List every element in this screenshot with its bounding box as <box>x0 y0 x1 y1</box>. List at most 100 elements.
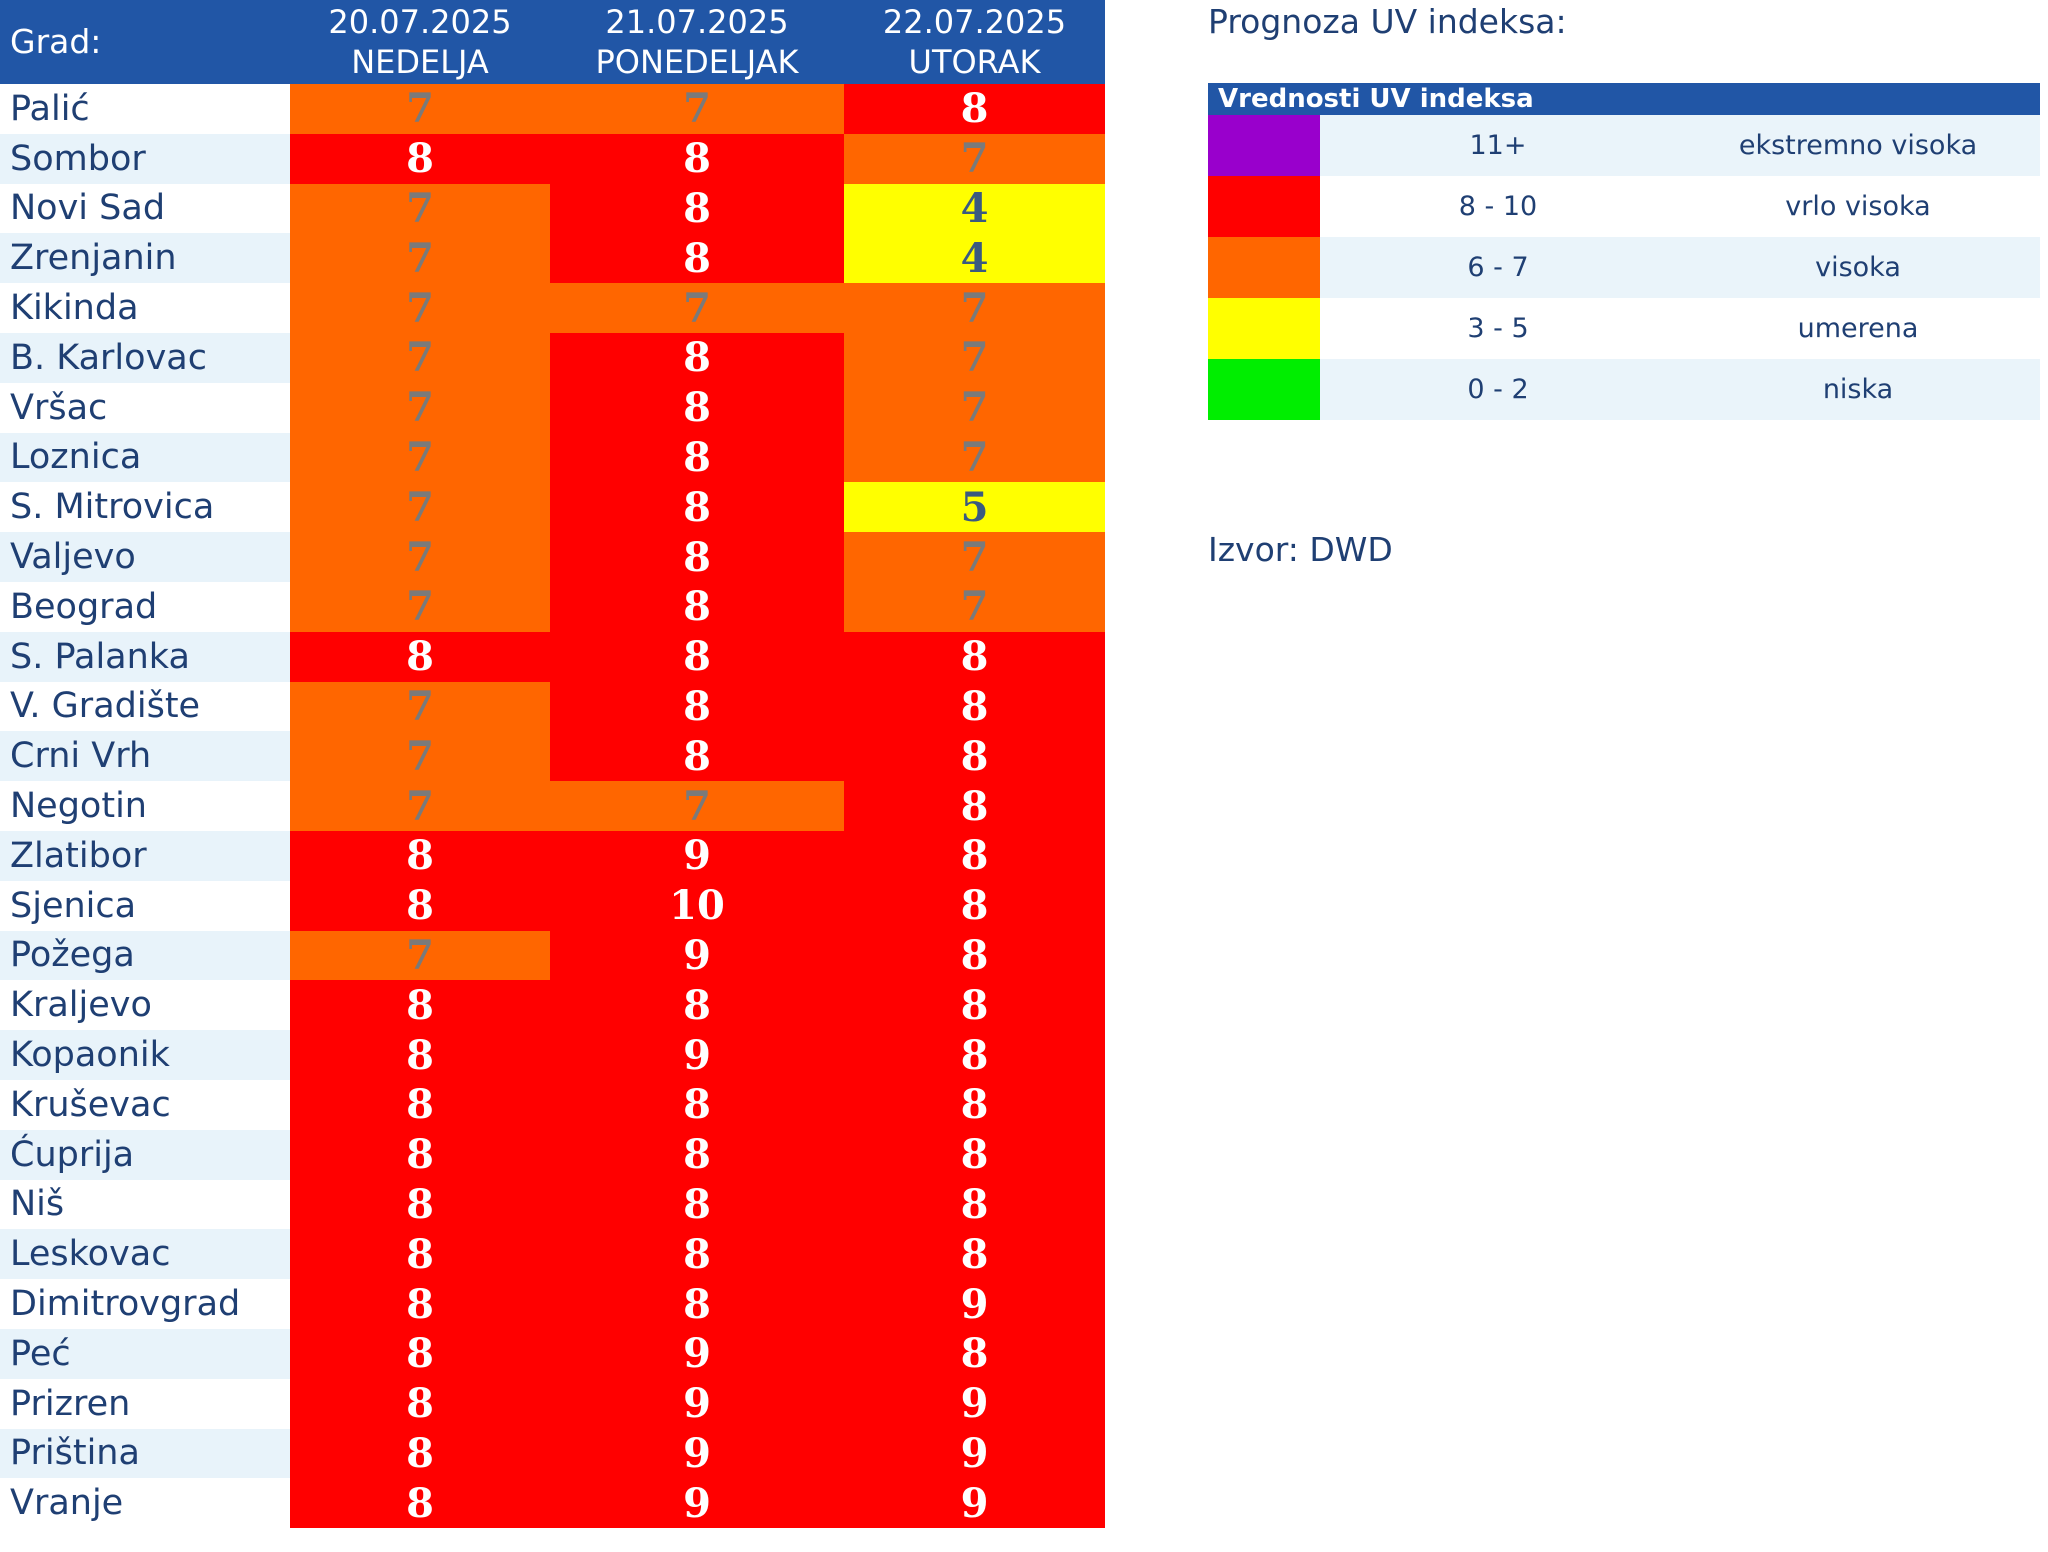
uv-value-cell: 8 <box>290 1478 550 1529</box>
table-row: Ćuprija 8 8 8 <box>0 1129 1105 1180</box>
legend-label: niska <box>1676 359 2041 420</box>
uv-value-cell: 7 <box>290 581 550 632</box>
uv-value-cell: 7 <box>844 133 1105 184</box>
uv-value-cell: 8 <box>550 233 844 284</box>
uv-value-cell: 8 <box>550 482 844 533</box>
city-name: Negotin <box>0 781 290 831</box>
city-name: V. Gradište <box>0 681 290 732</box>
uv-value-cell: 8 <box>844 930 1105 981</box>
table-body: Palić 7 7 8 Sombor 8 8 7 Novi Sad 7 8 4 Zrenjanin 7 8 4… <box>0 84 1105 1529</box>
uv-value-cell: 7 <box>290 731 550 782</box>
city-name: Kruševac <box>0 1079 290 1130</box>
table-row: Sjenica 8 10 8 <box>0 880 1105 931</box>
city-name: Dimitrovgrad <box>0 1279 290 1329</box>
uv-value-cell: 8 <box>550 980 844 1031</box>
uv-value-cell: 8 <box>550 133 844 184</box>
table-row: Dimitrovgrad 8 8 9 <box>0 1279 1105 1329</box>
legend-row: 3 - 5 umerena <box>1208 298 2041 359</box>
uv-value-cell: 7 <box>290 781 550 831</box>
city-name: Leskovac <box>0 1229 290 1280</box>
city-name: Zrenjanin <box>0 233 290 284</box>
table-row: Vršac 7 8 7 <box>0 382 1105 433</box>
uv-value-cell: 9 <box>550 1030 844 1080</box>
uv-value-cell: 8 <box>290 1079 550 1130</box>
uv-value-cell: 9 <box>550 830 844 881</box>
table-row: Vranje 8 9 9 <box>0 1478 1105 1529</box>
legend-range: 8 - 10 <box>1320 176 1676 237</box>
uv-value-cell: 8 <box>290 133 550 184</box>
legend-label: umerena <box>1676 298 2041 359</box>
uv-value-cell: 8 <box>844 781 1105 831</box>
day-column-header: 21.07.2025 PONEDELJAK <box>550 0 844 84</box>
uv-forecast-table: Grad: 20.07.2025 NEDELJA 21.07.2025 PONE… <box>0 0 1105 1529</box>
table-row: S. Palanka 8 8 8 <box>0 631 1105 682</box>
table-row: Loznica 7 8 7 <box>0 432 1105 483</box>
uv-value-cell: 8 <box>550 1279 844 1329</box>
uv-value-cell: 8 <box>550 332 844 383</box>
uv-value-cell: 8 <box>844 731 1105 782</box>
day-date: 22.07.2025 <box>882 3 1067 41</box>
legend-row: 6 - 7 visoka <box>1208 237 2041 298</box>
uv-value-cell: 8 <box>550 731 844 782</box>
uv-value-cell: 8 <box>844 1079 1105 1130</box>
city-column-header: Grad: <box>0 0 290 84</box>
table-row: S. Mitrovica 7 8 5 <box>0 482 1105 533</box>
legend-row: 8 - 10 vrlo visoka <box>1208 176 2041 237</box>
table-row: Novi Sad 7 8 4 <box>0 183 1105 234</box>
uv-value-cell: 8 <box>844 830 1105 881</box>
legend-range: 11+ <box>1320 115 1676 176</box>
table-header-row: Grad: 20.07.2025 NEDELJA 21.07.2025 PONE… <box>0 0 1105 84</box>
city-name: Sombor <box>0 133 290 184</box>
uv-value-cell: 8 <box>290 980 550 1031</box>
uv-value-cell: 8 <box>290 880 550 931</box>
uv-value-cell: 9 <box>550 1328 844 1379</box>
city-name: Crni Vrh <box>0 731 290 782</box>
uv-value-cell: 8 <box>844 1129 1105 1180</box>
uv-value-cell: 8 <box>550 631 844 682</box>
city-name: Niš <box>0 1179 290 1230</box>
uv-value-cell: 9 <box>550 1478 844 1529</box>
uv-value-cell: 8 <box>550 183 844 234</box>
uv-value-cell: 8 <box>550 1129 844 1180</box>
city-name: Ćuprija <box>0 1129 290 1180</box>
city-name: Novi Sad <box>0 183 290 234</box>
city-name: Peć <box>0 1328 290 1379</box>
day-date: 21.07.2025 <box>605 3 789 41</box>
city-name: Vranje <box>0 1478 290 1529</box>
uv-value-cell: 9 <box>844 1378 1105 1429</box>
legend-range: 0 - 2 <box>1320 359 1676 420</box>
uv-value-cell: 8 <box>550 432 844 483</box>
legend-row: 0 - 2 niska <box>1208 359 2041 420</box>
uv-value-cell: 7 <box>290 532 550 582</box>
uv-value-cell: 8 <box>290 1129 550 1180</box>
uv-value-cell: 7 <box>844 382 1105 433</box>
uv-value-cell: 9 <box>844 1428 1105 1479</box>
uv-value-cell: 7 <box>290 482 550 533</box>
uv-value-cell: 9 <box>550 1378 844 1429</box>
city-name: Prizren <box>0 1378 290 1429</box>
legend-color-swatch <box>1208 115 1320 176</box>
uv-legend-table: Vrednosti UV indeksa 11+ ekstremno visoka… <box>1208 83 2041 420</box>
legend-range: 3 - 5 <box>1320 298 1676 359</box>
table-row: Kraljevo 8 8 8 <box>0 980 1105 1031</box>
uv-value-cell: 4 <box>844 233 1105 284</box>
table-row: Sombor 8 8 7 <box>0 133 1105 184</box>
uv-value-cell: 8 <box>844 681 1105 732</box>
uv-value-cell: 8 <box>550 382 844 433</box>
table-row: B. Karlovac 7 8 7 <box>0 332 1105 383</box>
uv-value-cell: 7 <box>844 332 1105 383</box>
uv-value-cell: 9 <box>844 1279 1105 1329</box>
uv-value-cell: 8 <box>290 1179 550 1230</box>
uv-value-cell: 8 <box>844 980 1105 1031</box>
table-row: Crni Vrh 7 8 8 <box>0 731 1105 782</box>
city-name: Valjevo <box>0 532 290 582</box>
city-name: Požega <box>0 930 290 981</box>
uv-value-cell: 7 <box>290 930 550 981</box>
table-row: Negotin 7 7 8 <box>0 781 1105 831</box>
legend-header-row: Vrednosti UV indeksa <box>1208 83 2041 115</box>
uv-value-cell: 7 <box>844 432 1105 483</box>
day-column-header: 20.07.2025 NEDELJA <box>290 0 550 84</box>
table-row: Leskovac 8 8 8 <box>0 1229 1105 1280</box>
uv-value-cell: 8 <box>844 1229 1105 1280</box>
uv-value-cell: 7 <box>290 382 550 433</box>
